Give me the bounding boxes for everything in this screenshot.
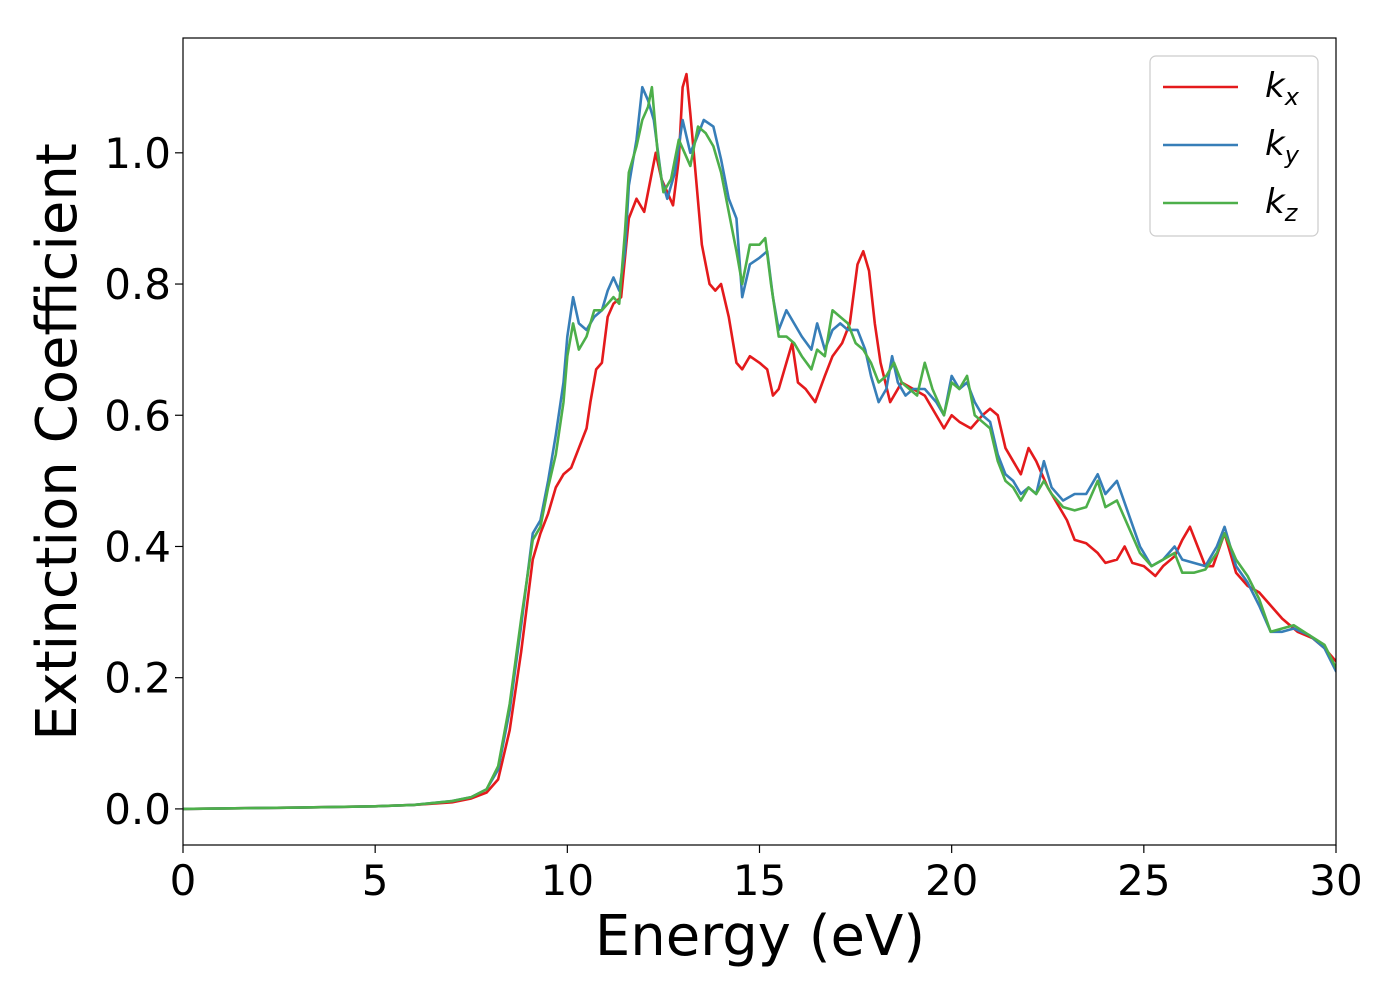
x-tick-label: 20 (925, 856, 978, 905)
x-axis-title: Energy (eV) (595, 904, 925, 969)
series-line-y (183, 85, 1336, 811)
legend-label-z: kz (1265, 182, 1299, 227)
x-tick-label: 10 (541, 856, 594, 905)
y-axis: 0.0 0.2 0.4 0.6 0.8 1.0 (104, 129, 183, 834)
y-axis-title: Extinction Coefficient (25, 143, 90, 741)
legend-label-y: ky (1265, 124, 1300, 169)
x-tick-label: 0 (170, 856, 197, 905)
y-tick-label: 1.0 (104, 129, 171, 178)
series-line-x (183, 72, 1336, 811)
x-tick-label: 30 (1309, 856, 1362, 905)
x-tick-label: 5 (362, 856, 389, 905)
y-tick-label: 0.0 (104, 785, 171, 834)
x-tick-label: 25 (1117, 856, 1170, 905)
y-tick-label: 0.2 (104, 654, 171, 703)
y-tick-label: 0.4 (104, 522, 171, 571)
y-tick-label: 0.8 (104, 260, 171, 309)
x-axis: 0 5 10 15 20 25 30 (170, 845, 1363, 905)
x-tick-label: 15 (733, 856, 786, 905)
y-tick-label: 0.6 (104, 391, 171, 440)
legend: kx ky kz (1149, 55, 1319, 237)
legend-label-x: kx (1265, 66, 1300, 111)
series-line-z (183, 85, 1336, 811)
